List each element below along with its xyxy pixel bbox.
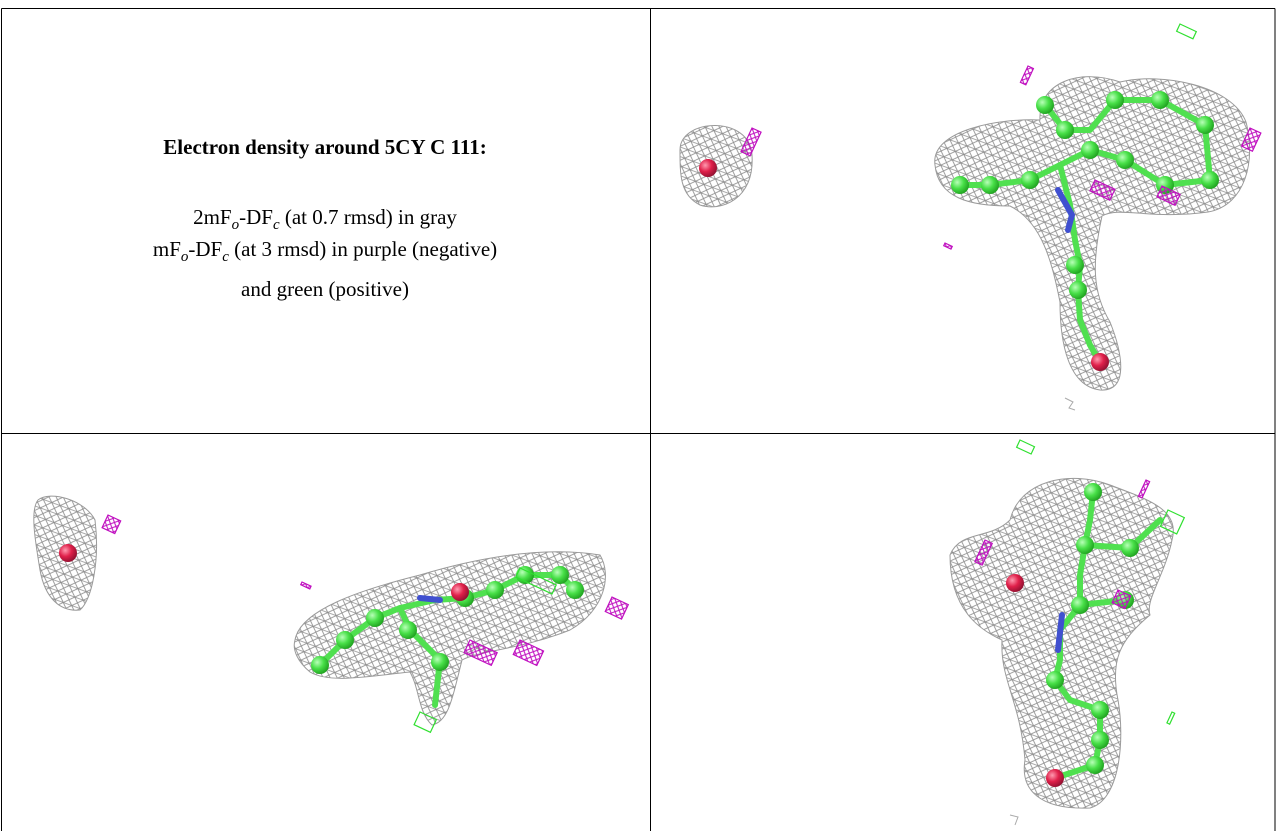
atom [1196,116,1214,134]
atom [981,176,999,194]
atom [1036,96,1054,114]
atom [1091,701,1109,719]
view-side [34,496,629,732]
atom [336,631,354,649]
atom [1086,756,1104,774]
negative-density [513,640,543,665]
text: 2mF [193,205,232,229]
atom [699,159,717,177]
view-top [680,24,1261,410]
negative-density [605,597,628,619]
positive-density [1177,24,1197,39]
atom [1056,121,1074,139]
caption-line: mFo-DFc (at 3 rmsd) in purple (negative) [153,237,497,265]
density-fragment [1010,815,1018,825]
atom [431,653,449,671]
atom [1069,281,1087,299]
text: -DF [239,205,273,229]
body: Electron density around 5CY C 111: 2mFo-… [0,0,1276,831]
atom [951,176,969,194]
text: (at 3 rmsd) in purple (negative) [229,237,497,261]
atom [1021,171,1039,189]
text: mF [153,237,181,261]
atom [1046,769,1064,787]
figure: Electron density around 5CY C 111: 2mFo-… [0,0,1276,831]
atom [566,581,584,599]
atom [551,566,569,584]
atom [1084,483,1102,501]
negative-density [944,243,953,249]
text: (at 0.7 rmsd) in gray [280,205,458,229]
atom [1106,91,1124,109]
view-end [950,440,1184,825]
atom [1076,536,1094,554]
caption-title: Electron density around 5CY C 111: [163,135,486,159]
bond [420,598,440,600]
atom [451,583,469,601]
positive-density [1017,440,1035,454]
atom [59,544,77,562]
atom [1201,171,1219,189]
atom [1081,141,1099,159]
negative-density [1020,66,1033,85]
negative-density [301,582,311,589]
positive-density [1167,712,1175,724]
atom [1151,91,1169,109]
page: Electron density figure {"caption": { "t… [0,0,1276,831]
atom [1071,596,1089,614]
caption-line: 2mFo-DFc (at 0.7 rmsd) in gray [193,205,457,233]
atom [366,609,384,627]
caption-line: and green (positive) [241,277,409,301]
atom [1091,731,1109,749]
caption: Electron density around 5CY C 111: 2mFo-… [153,135,497,301]
text: -DF [188,237,222,261]
atom [399,621,417,639]
bond [1058,615,1062,650]
atom [1046,671,1064,689]
density-fragment [1065,398,1075,410]
atom [311,656,329,674]
atom [1116,151,1134,169]
atom [1121,539,1139,557]
atom [1006,574,1024,592]
negative-density [102,515,121,534]
atom [486,581,504,599]
negative-density [1138,480,1149,498]
atom [1091,353,1109,371]
atom [1066,256,1084,274]
